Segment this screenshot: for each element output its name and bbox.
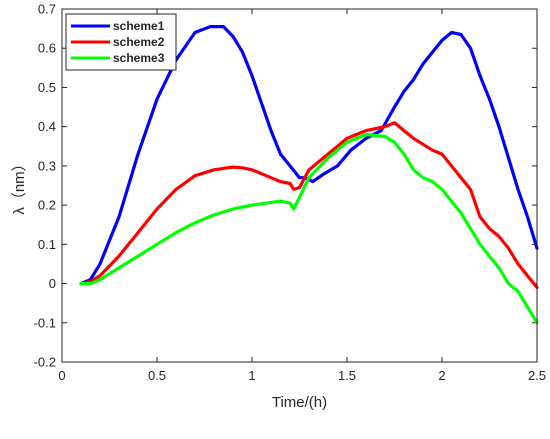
x-tick-label: 0.5 — [148, 368, 166, 383]
series-lines — [79, 25, 539, 325]
axes-box — [61, 8, 538, 363]
x-tick-label: 1.5 — [338, 368, 356, 383]
legend-label-scheme1: scheme1 — [113, 19, 165, 33]
x-tick-label: 1 — [248, 368, 255, 383]
y-tick-label: 0.4 — [38, 119, 56, 134]
y-tick-label: 0 — [49, 276, 56, 291]
y-tick-labels: -0.2 -0.1 0 0.1 0.2 0.3 0.4 0.5 0.6 0.7 — [34, 2, 56, 370]
y-tick-label: -0.2 — [34, 355, 56, 370]
x-tick-label: 0 — [58, 368, 65, 383]
y-tick-label: 0.2 — [38, 198, 56, 213]
y-tick-label: -0.1 — [34, 315, 56, 330]
y-tick-label: 0.3 — [38, 158, 56, 173]
y-tick-label: 0.7 — [38, 2, 56, 17]
legend-label-scheme3: scheme3 — [113, 51, 165, 65]
series-line-scheme2 — [79, 121, 539, 290]
series-line-scheme3 — [79, 132, 539, 325]
y-tick-label: 0.1 — [38, 237, 56, 252]
x-axis-label: Time/(h) — [272, 394, 327, 411]
x-tick-labels: 0 0.5 1 1.5 2 2.5 — [58, 368, 546, 383]
legend-label-scheme2: scheme2 — [113, 35, 165, 49]
legend: scheme1 scheme2 scheme3 — [65, 13, 177, 71]
series-line-scheme1 — [79, 25, 539, 286]
x-tick-label: 2.5 — [528, 368, 546, 383]
y-axis-label: λ（nm） — [11, 156, 28, 214]
y-tick-label: 0.5 — [38, 80, 56, 95]
x-tick-label: 2 — [438, 368, 445, 383]
y-tick-label: 0.6 — [38, 41, 56, 56]
